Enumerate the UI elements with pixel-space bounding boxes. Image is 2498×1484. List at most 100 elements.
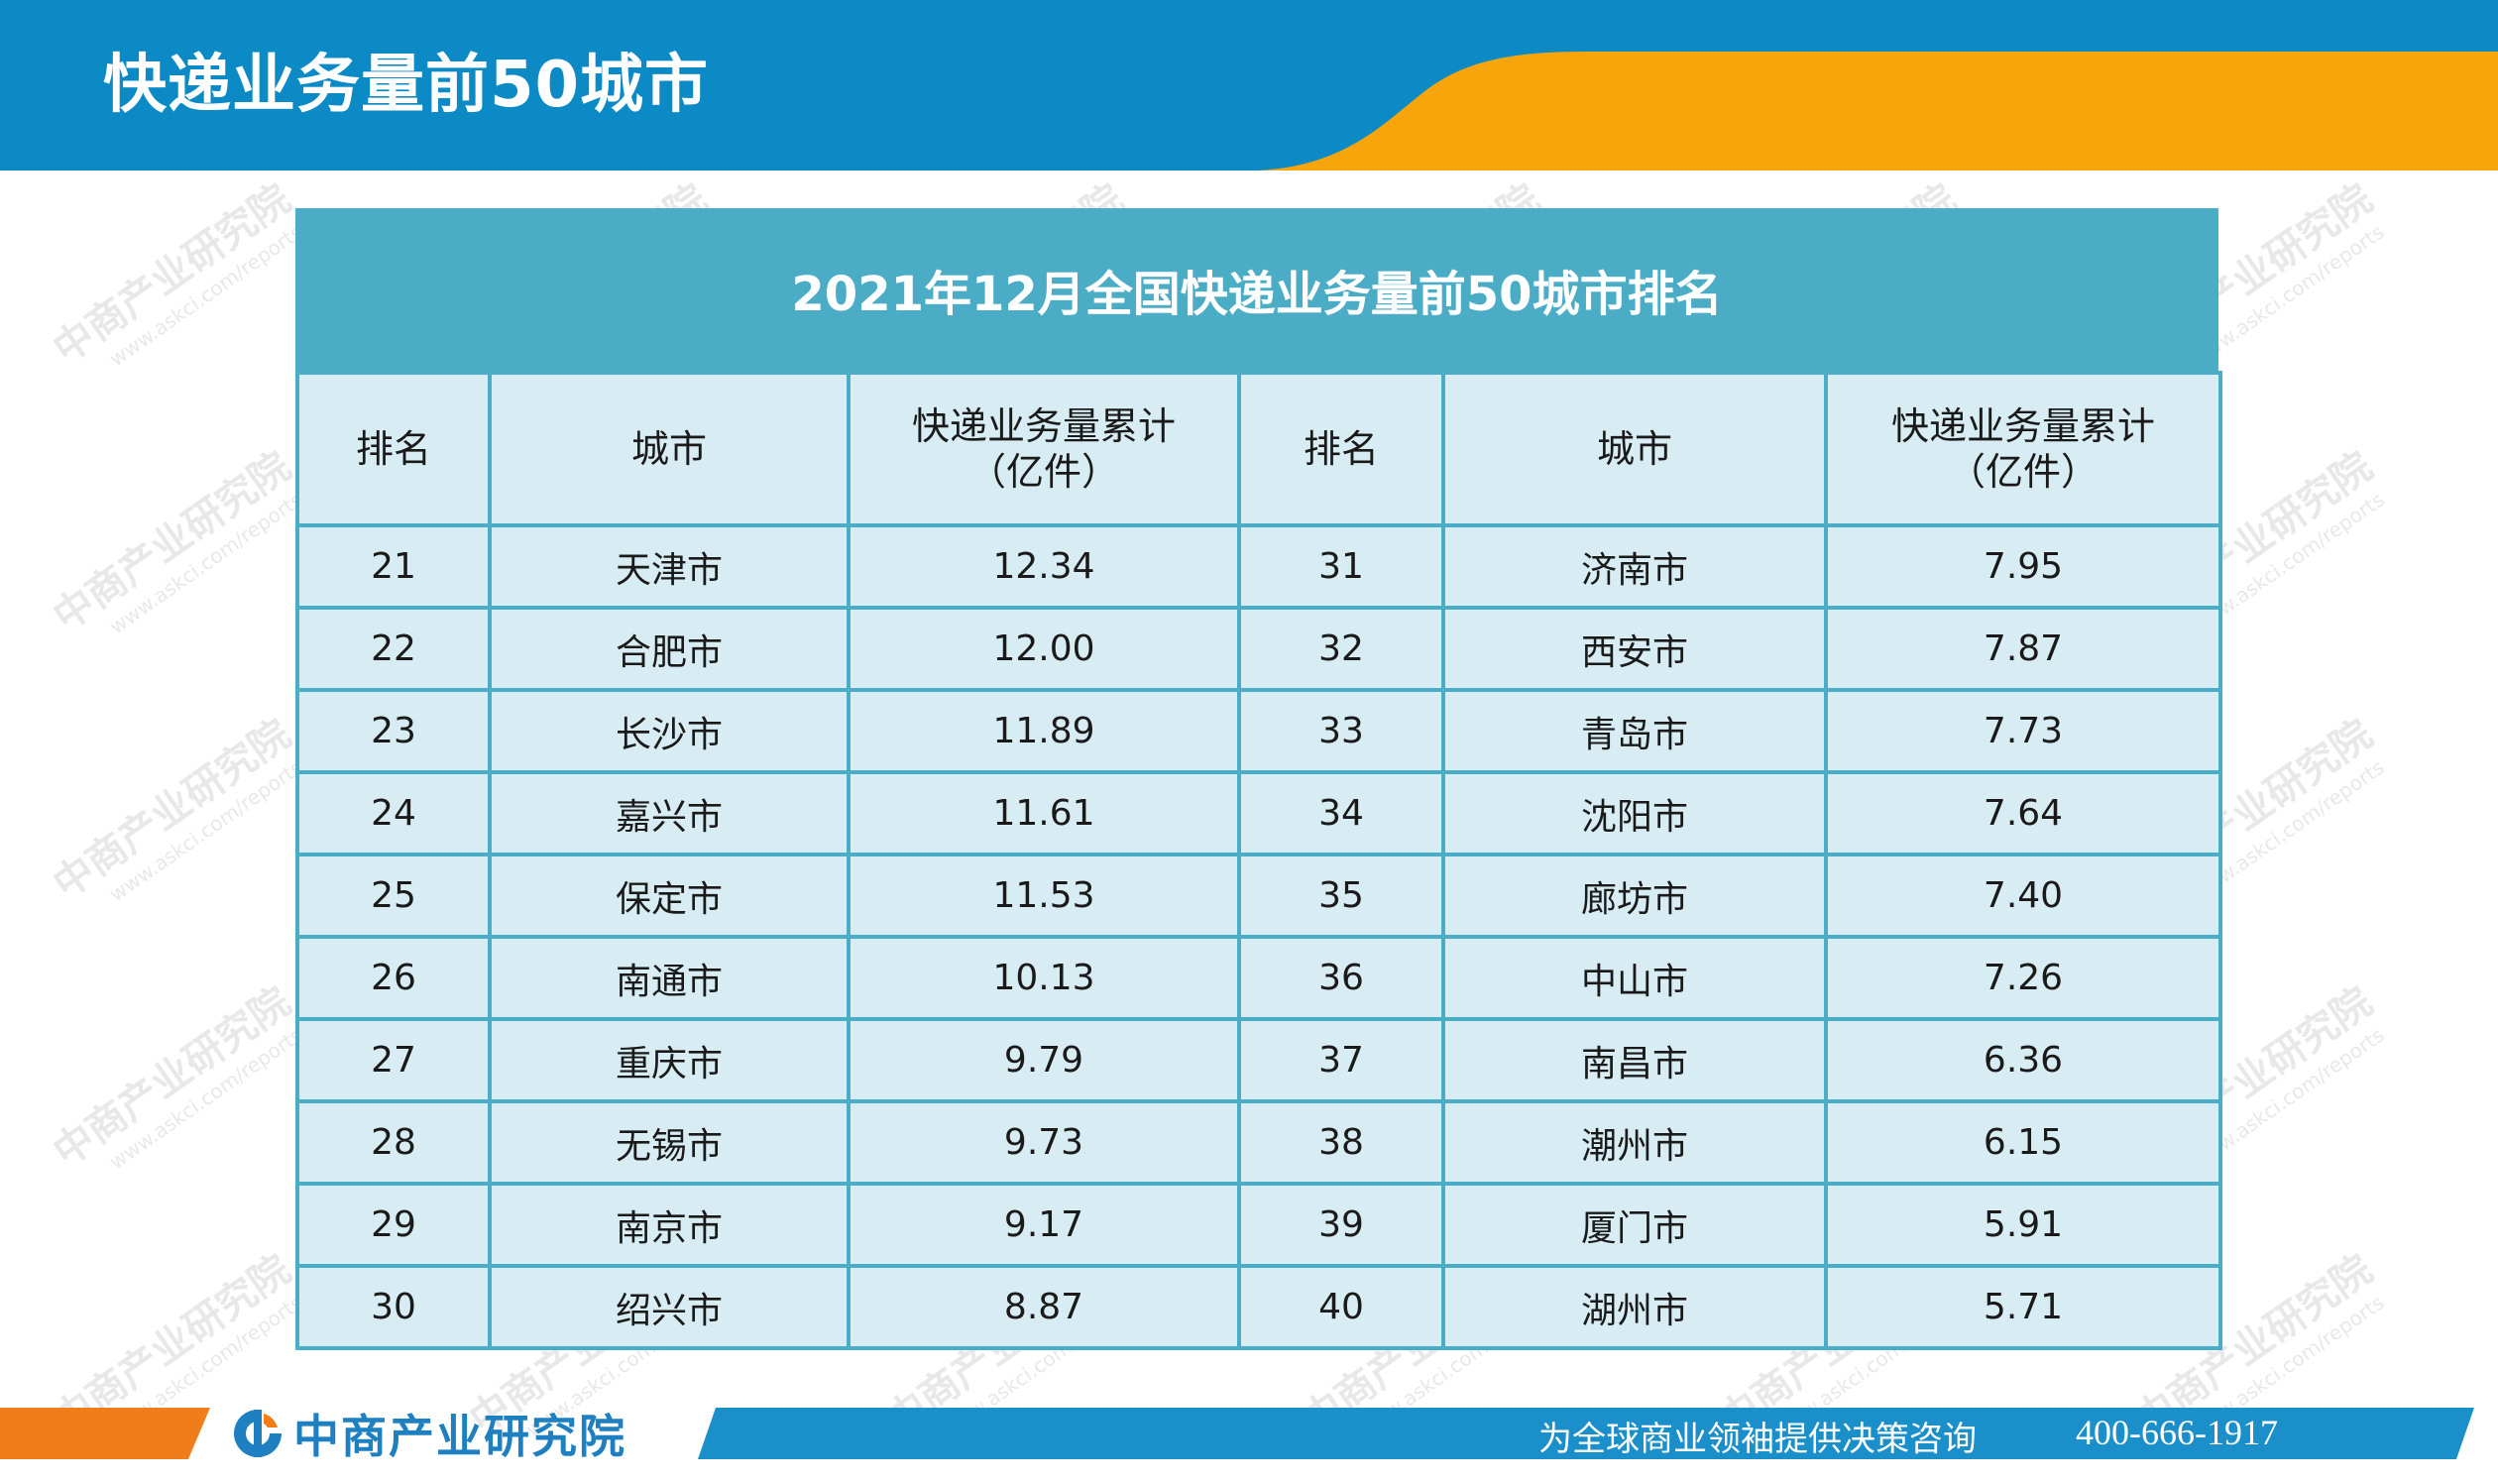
- volume-cell: 11.53: [847, 853, 1241, 939]
- footer-slogan: 为全球商业领袖提供决策咨询: [1538, 1420, 1977, 1459]
- city-cell: 嘉兴市: [488, 770, 851, 856]
- city-cell: 长沙市: [488, 688, 851, 774]
- table-row: 26 南通市 10.13 36 中山市 7.26: [295, 935, 2222, 1021]
- rank-cell: 35: [1237, 853, 1445, 939]
- header-volume-right: 快递业务量累计 （亿件）: [1824, 371, 2222, 527]
- rank-cell: 31: [1237, 523, 1445, 610]
- volume-cell: 5.91: [1824, 1182, 2222, 1268]
- watermark-text: 中商产业研究院: [45, 711, 299, 908]
- table-row: 29 南京市 9.17 39 厦门市 5.91: [295, 1182, 2222, 1268]
- rank-cell: 40: [1237, 1264, 1445, 1350]
- watermark-text: 中商产业研究院: [45, 175, 299, 373]
- city-cell: 绍兴市: [488, 1264, 851, 1350]
- city-cell: 保定市: [488, 853, 851, 939]
- city-cell: 西安市: [1441, 606, 1828, 692]
- rank-cell: 34: [1237, 770, 1445, 856]
- ranking-table: 排名 城市 快递业务量累计 （亿件） 排名 城市 快递业务量累计 （亿件） 21…: [295, 371, 2222, 1350]
- header-volume-unit: （亿件）: [967, 450, 1119, 494]
- rank-cell: 22: [295, 606, 492, 692]
- header-city: 城市: [488, 371, 851, 527]
- rank-cell: 29: [295, 1182, 492, 1268]
- city-cell: 南京市: [488, 1182, 851, 1268]
- volume-cell: 11.61: [847, 770, 1241, 856]
- rank-cell: 30: [295, 1264, 492, 1350]
- table-row: 28 无锡市 9.73 38 潮州市 6.15: [295, 1099, 2222, 1186]
- volume-cell: 6.15: [1824, 1099, 2222, 1186]
- rank-cell: 37: [1237, 1017, 1445, 1103]
- city-cell: 厦门市: [1441, 1182, 1828, 1268]
- table-body: 21 天津市 12.34 31 济南市 7.95 22 合肥市 12.00 32…: [295, 523, 2222, 1350]
- volume-cell: 7.64: [1824, 770, 2222, 856]
- city-cell: 湖州市: [1441, 1264, 1828, 1350]
- rank-cell: 27: [295, 1017, 492, 1103]
- city-cell: 中山市: [1441, 935, 1828, 1021]
- footer-bar: [0, 1408, 2498, 1459]
- table-row: 27 重庆市 9.79 37 南昌市 6.36: [295, 1017, 2222, 1103]
- city-cell: 济南市: [1441, 523, 1828, 610]
- table-row: 25 保定市 11.53 35 廊坊市 7.40: [295, 853, 2222, 939]
- rank-cell: 24: [295, 770, 492, 856]
- rank-cell: 39: [1237, 1182, 1445, 1268]
- footer-phone: 400-666-1917: [2076, 1413, 2278, 1452]
- ranking-table-panel: 2021年12月全国快递业务量前50城市排名 排名 城市 快递业务量累计 （亿件…: [295, 208, 2222, 1350]
- volume-cell: 6.36: [1824, 1017, 2222, 1103]
- volume-cell: 11.89: [847, 688, 1241, 774]
- watermark-url: www.askci.com/reports: [105, 219, 307, 372]
- city-cell: 天津市: [488, 523, 851, 610]
- header-rank-right: 排名: [1237, 371, 1445, 527]
- header-volume-label-right: 快递业务量累计: [1890, 404, 2155, 448]
- volume-cell: 5.71: [1824, 1264, 2222, 1350]
- header-volume: 快递业务量累计 （亿件）: [847, 371, 1241, 527]
- page-title: 快递业务量前50城市: [103, 49, 710, 122]
- footer-background: [0, 1408, 2474, 1459]
- header-volume-unit-right: （亿件）: [1947, 450, 2099, 494]
- table-title: 2021年12月全国快递业务量前50城市排名: [295, 208, 2218, 371]
- table-row: 24 嘉兴市 11.61 34 沈阳市 7.64: [295, 770, 2222, 856]
- rank-cell: 21: [295, 523, 492, 610]
- header-rank: 排名: [295, 371, 492, 527]
- rank-cell: 23: [295, 688, 492, 774]
- watermark-url: www.askci.com/reports: [105, 1022, 307, 1175]
- brand-logo-icon: [234, 1410, 282, 1457]
- volume-cell: 7.95: [1824, 523, 2222, 610]
- volume-cell: 12.34: [847, 523, 1241, 610]
- volume-cell: 7.40: [1824, 853, 2222, 939]
- rank-cell: 25: [295, 853, 492, 939]
- volume-cell: 12.00: [847, 606, 1241, 692]
- watermark-url: www.askci.com/reports: [105, 487, 307, 639]
- volume-cell: 7.87: [1824, 606, 2222, 692]
- volume-cell: 8.87: [847, 1264, 1241, 1350]
- table-header-row: 排名 城市 快递业务量累计 （亿件） 排名 城市 快递业务量累计 （亿件）: [295, 371, 2222, 527]
- rank-cell: 28: [295, 1099, 492, 1186]
- header-city-right: 城市: [1441, 371, 1828, 527]
- rank-cell: 36: [1237, 935, 1445, 1021]
- table-row: 23 长沙市 11.89 33 青岛市 7.73: [295, 688, 2222, 774]
- header-banner: 快递业务量前50城市: [0, 0, 2498, 171]
- city-cell: 无锡市: [488, 1099, 851, 1186]
- city-cell: 重庆市: [488, 1017, 851, 1103]
- header-background: [0, 0, 2498, 171]
- volume-cell: 9.17: [847, 1182, 1241, 1268]
- volume-cell: 7.26: [1824, 935, 2222, 1021]
- table-row: 30 绍兴市 8.87 40 湖州市 5.71: [295, 1264, 2222, 1350]
- volume-cell: 10.13: [847, 935, 1241, 1021]
- watermark-text: 中商产业研究院: [45, 443, 299, 640]
- city-cell: 合肥市: [488, 606, 851, 692]
- watermark-url: www.askci.com/reports: [105, 754, 307, 907]
- rank-cell: 26: [295, 935, 492, 1021]
- city-cell: 沈阳市: [1441, 770, 1828, 856]
- rank-cell: 32: [1237, 606, 1445, 692]
- city-cell: 潮州市: [1441, 1099, 1828, 1186]
- table-row: 22 合肥市 12.00 32 西安市 7.87: [295, 606, 2222, 692]
- volume-cell: 7.73: [1824, 688, 2222, 774]
- watermark-text: 中商产业研究院: [45, 978, 299, 1176]
- brand-logo: 中商产业研究院: [230, 1406, 626, 1463]
- header-volume-label: 快递业务量累计: [911, 404, 1176, 448]
- table-row: 21 天津市 12.34 31 济南市 7.95: [295, 523, 2222, 610]
- city-cell: 廊坊市: [1441, 853, 1828, 939]
- rank-cell: 33: [1237, 688, 1445, 774]
